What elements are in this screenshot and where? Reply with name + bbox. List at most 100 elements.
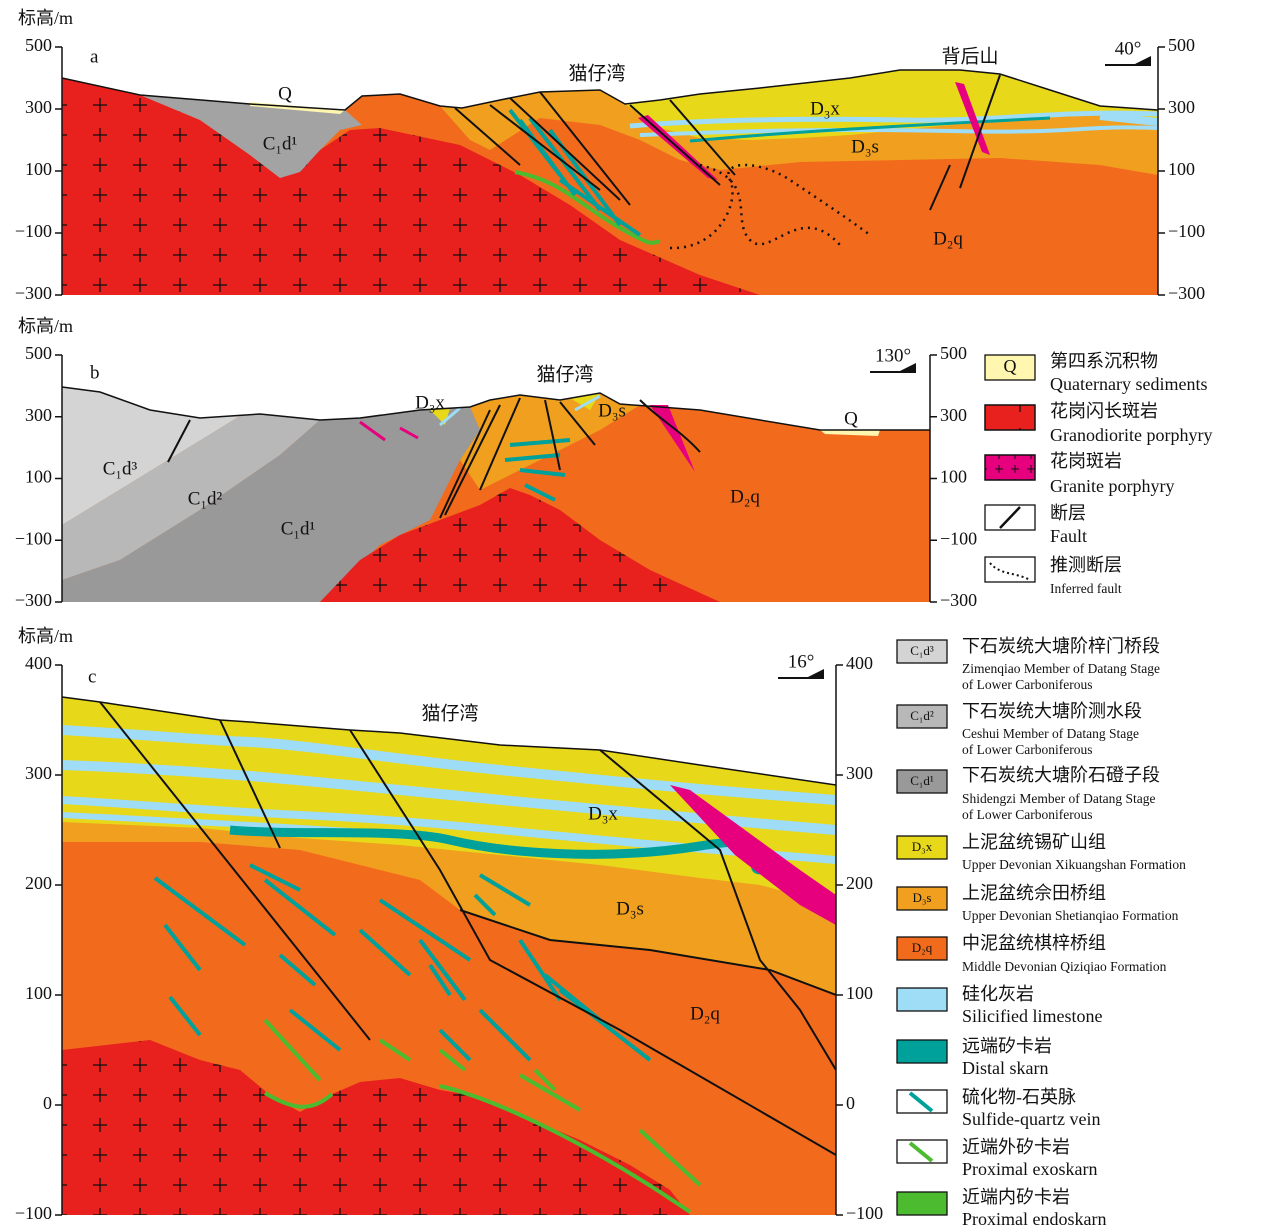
legend-label-en: Distal skarn <box>962 1058 1048 1078</box>
y-tick-label: 100 <box>1168 159 1195 179</box>
y-tick-label: 200 <box>25 873 52 893</box>
legend-label-en: of Lower Carboniferous <box>962 677 1092 692</box>
legend-symbol: C₁d¹ <box>910 773 934 788</box>
y-tick-label: 300 <box>940 405 967 425</box>
orientation-label: 40° <box>1115 38 1142 59</box>
y-tick-label: −300 <box>1168 283 1205 303</box>
y-tick-label: 300 <box>25 97 52 117</box>
orientation-label: 16° <box>788 651 815 672</box>
legend-label-zh: 中泥盆统棋梓桥组 <box>962 933 1106 953</box>
y-tick-label: 100 <box>846 983 873 1003</box>
unit-label: D₃s <box>616 898 644 919</box>
legend-label-zh: 近端外矽卡岩 <box>962 1137 1070 1157</box>
legend-label-zh: 下石炭统大塘阶石磴子段 <box>962 765 1160 785</box>
legend-label-en: Proximal exoskarn <box>962 1159 1097 1179</box>
y-tick-label: 0 <box>846 1093 855 1113</box>
legend-label-en: Upper Devonian Xikuangshan Formation <box>962 857 1186 872</box>
legend-label-en: Inferred fault <box>1050 581 1122 596</box>
y-tick-label: −100 <box>1168 221 1205 241</box>
legend-label-en: Shidengzi Member of Datang Stage <box>962 791 1155 806</box>
legend-label-en: Upper Devonian Shetianqiao Formation <box>962 908 1179 923</box>
legend-label-zh: 下石炭统大塘阶测水段 <box>962 701 1142 721</box>
unit-label: D₂q <box>690 1003 720 1024</box>
legend-label-en: Zimenqiao Member of Datang Stage <box>962 661 1160 676</box>
elevation-label: 标高/m <box>18 316 73 336</box>
legend-symbols-rect <box>897 1192 947 1215</box>
legend-label-en: Quaternary sediments <box>1050 374 1207 394</box>
unit-label: D₃x <box>588 803 618 824</box>
legend-symbol: C₁d³ <box>910 643 934 658</box>
legend-label-en: Granodiorite porphyry <box>1050 425 1212 445</box>
y-tick-label: 300 <box>1168 97 1195 117</box>
y-tick-label: 0 <box>43 1093 52 1113</box>
unit-label: D₂q <box>933 228 963 249</box>
unit-label: D₃s <box>598 400 626 421</box>
legend-symbols-rect <box>897 988 947 1011</box>
panel-letter: b <box>90 362 100 383</box>
unit-label: 猫仔湾 <box>568 62 625 84</box>
elevation-label: 标高/m <box>18 8 73 28</box>
legend-label-zh: 下石炭统大塘阶梓门桥段 <box>962 636 1160 656</box>
legend-label-zh: 推测断层 <box>1050 555 1122 575</box>
legend-label-en: Granite porphyry <box>1050 476 1174 496</box>
y-tick-label: −100 <box>846 1203 883 1223</box>
orientation-label: 130° <box>875 345 911 366</box>
legend-symbol: D₃s <box>913 890 932 905</box>
legend-symbols-rect <box>985 455 1035 480</box>
unit-label: C₁d³ <box>103 458 138 479</box>
unit-label: C₁d¹ <box>281 518 316 539</box>
legend-label-zh: 硫化物-石英脉 <box>962 1087 1076 1107</box>
y-tick-label: 500 <box>940 343 967 363</box>
y-tick-label: −100 <box>15 1203 52 1223</box>
y-tick-label: 100 <box>25 983 52 1003</box>
unit-label: Q <box>278 83 292 104</box>
y-tick-label: −300 <box>15 283 52 303</box>
y-tick-label: 300 <box>25 405 52 425</box>
unit-label: D₃x <box>415 392 445 413</box>
legend-label-zh: 断层 <box>1050 503 1086 523</box>
y-tick-label: −100 <box>15 221 52 241</box>
y-tick-label: 400 <box>846 653 873 673</box>
legend-label-zh: 花岗闪长斑岩 <box>1050 401 1158 421</box>
elevation-label: 标高/m <box>18 626 73 646</box>
y-tick-label: 300 <box>846 763 873 783</box>
legend-label-en: Fault <box>1050 526 1087 546</box>
panel-letter: c <box>88 666 96 687</box>
legend-label-en: Silicified limestone <box>962 1006 1102 1026</box>
y-tick-label: 100 <box>25 159 52 179</box>
unit-label: D₂q <box>730 486 760 507</box>
unit-label: C₁d¹ <box>263 133 298 154</box>
y-tick-label: 300 <box>25 763 52 783</box>
legend-label-en: of Lower Carboniferous <box>962 742 1092 757</box>
y-tick-label: 500 <box>1168 35 1195 55</box>
figure: 500 300 100 −100 −300 500 300 100 −100 −300 标高/m a 4… <box>0 0 1262 1232</box>
unit-label: 背后山 <box>941 45 998 67</box>
y-tick-label: −300 <box>940 590 977 610</box>
legend-label-en: Middle Devonian Qiziqiao Formation <box>962 959 1167 974</box>
legend-label-zh: 花岗斑岩 <box>1050 451 1122 471</box>
y-tick-label: −300 <box>15 590 52 610</box>
y-tick-label: 200 <box>846 873 873 893</box>
y-tick-label: 400 <box>25 653 52 673</box>
y-tick-label: 100 <box>940 467 967 487</box>
legend-symbol: Q <box>1004 356 1017 376</box>
legend-label-en: Proximal endoskarn <box>962 1209 1106 1229</box>
panel-letter: a <box>90 46 99 67</box>
unit-label: C₁d² <box>188 488 223 509</box>
legend-symbol: D₂q <box>912 940 933 955</box>
legend-symbol: D₃x <box>912 839 933 854</box>
legend-label-zh: 近端内矽卡岩 <box>962 1187 1070 1207</box>
y-tick-label: −100 <box>15 528 52 548</box>
unit-label: D₃x <box>810 98 840 119</box>
legend-symbols-rect <box>985 405 1035 430</box>
unit-label: D₃s <box>851 136 879 157</box>
legend-label-zh: 硅化灰岩 <box>962 984 1034 1004</box>
y-tick-label: 500 <box>25 35 52 55</box>
y-tick-label: −100 <box>940 528 977 548</box>
unit-label: Q <box>844 408 858 429</box>
y-tick-label: 500 <box>25 343 52 363</box>
unit-label: 猫仔湾 <box>421 702 478 724</box>
legend-label-zh: 远端矽卡岩 <box>962 1036 1052 1056</box>
legend-label-en: of Lower Carboniferous <box>962 807 1092 822</box>
legend-label-zh: 上泥盆统锡矿山组 <box>962 832 1106 852</box>
